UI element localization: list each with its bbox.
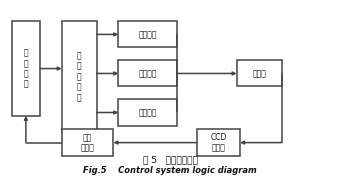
Text: 图 5   控制系统逻辑: 图 5 控制系统逻辑 [142,156,198,165]
Bar [118,60,177,86]
Bar [118,99,177,125]
Bar [12,21,40,116]
Text: 打磨装置: 打磨装置 [138,108,157,117]
Text: 工作台: 工作台 [252,69,266,78]
Text: CCD
摄像头: CCD 摄像头 [210,133,226,152]
Text: Fig.5    Control system logic diagram: Fig.5 Control system logic diagram [83,166,257,175]
Bar [62,129,113,156]
Bar [118,21,177,47]
Text: 升降装置: 升降装置 [138,30,157,39]
Bar [237,60,282,86]
Text: 导轨装置: 导轨装置 [138,69,157,78]
Bar [197,129,240,156]
Text: 控
制
系
统: 控 制 系 统 [23,48,28,89]
Bar [62,21,97,132]
Text: 图像
采集卡: 图像 采集卡 [81,133,95,152]
Text: 运
动
控
制
器: 运 动 控 制 器 [77,51,82,102]
